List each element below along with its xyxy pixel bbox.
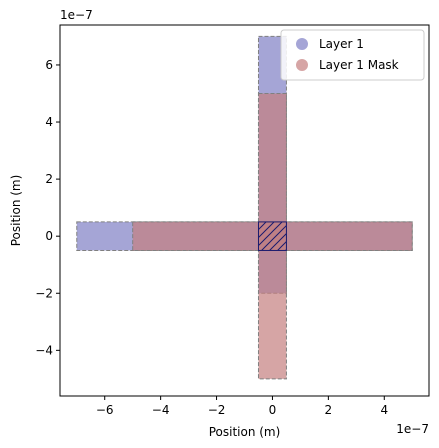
- x-tick-label-5: 4: [380, 403, 388, 417]
- x-tick-label-3: 0: [269, 403, 277, 417]
- y-tick-label-4: 4: [45, 115, 53, 129]
- y-tick-label-2: 0: [45, 229, 53, 243]
- x-tick-label-0: −6: [96, 403, 114, 417]
- legend-label-1: Layer 1 Mask: [319, 58, 399, 72]
- axes: −6 −4 −2 0 2 4 −4 −2 0 2 4 6 Position (m) Position (m…: [9, 8, 430, 439]
- y-tick-label-0: −4: [35, 343, 53, 357]
- x-tick-label-4: 2: [325, 403, 333, 417]
- plot-area: [76, 35, 413, 380]
- axes-frame: [59, 24, 430, 397]
- y-offset-label: 1e−7: [60, 8, 93, 22]
- y-tick-label-3: 2: [45, 172, 53, 186]
- x-tick-label-2: −2: [208, 403, 226, 417]
- legend-label-0: Layer 1: [319, 37, 364, 51]
- legend-marker-0: [296, 38, 308, 50]
- y-tick-label-5: 6: [45, 58, 53, 72]
- x-tick-label-1: −4: [152, 403, 170, 417]
- legend-box: [280, 29, 425, 81]
- legend-marker-1: [296, 59, 308, 71]
- overlap-hatch: [257, 221, 287, 251]
- y-axis-label: Position (m): [9, 175, 23, 247]
- legend: Layer 1 Layer 1 Mask: [280, 29, 425, 81]
- y-tick-label-1: −2: [35, 286, 53, 300]
- x-axis-label: Position (m): [209, 425, 281, 439]
- x-offset-label: 1e−7: [396, 422, 429, 436]
